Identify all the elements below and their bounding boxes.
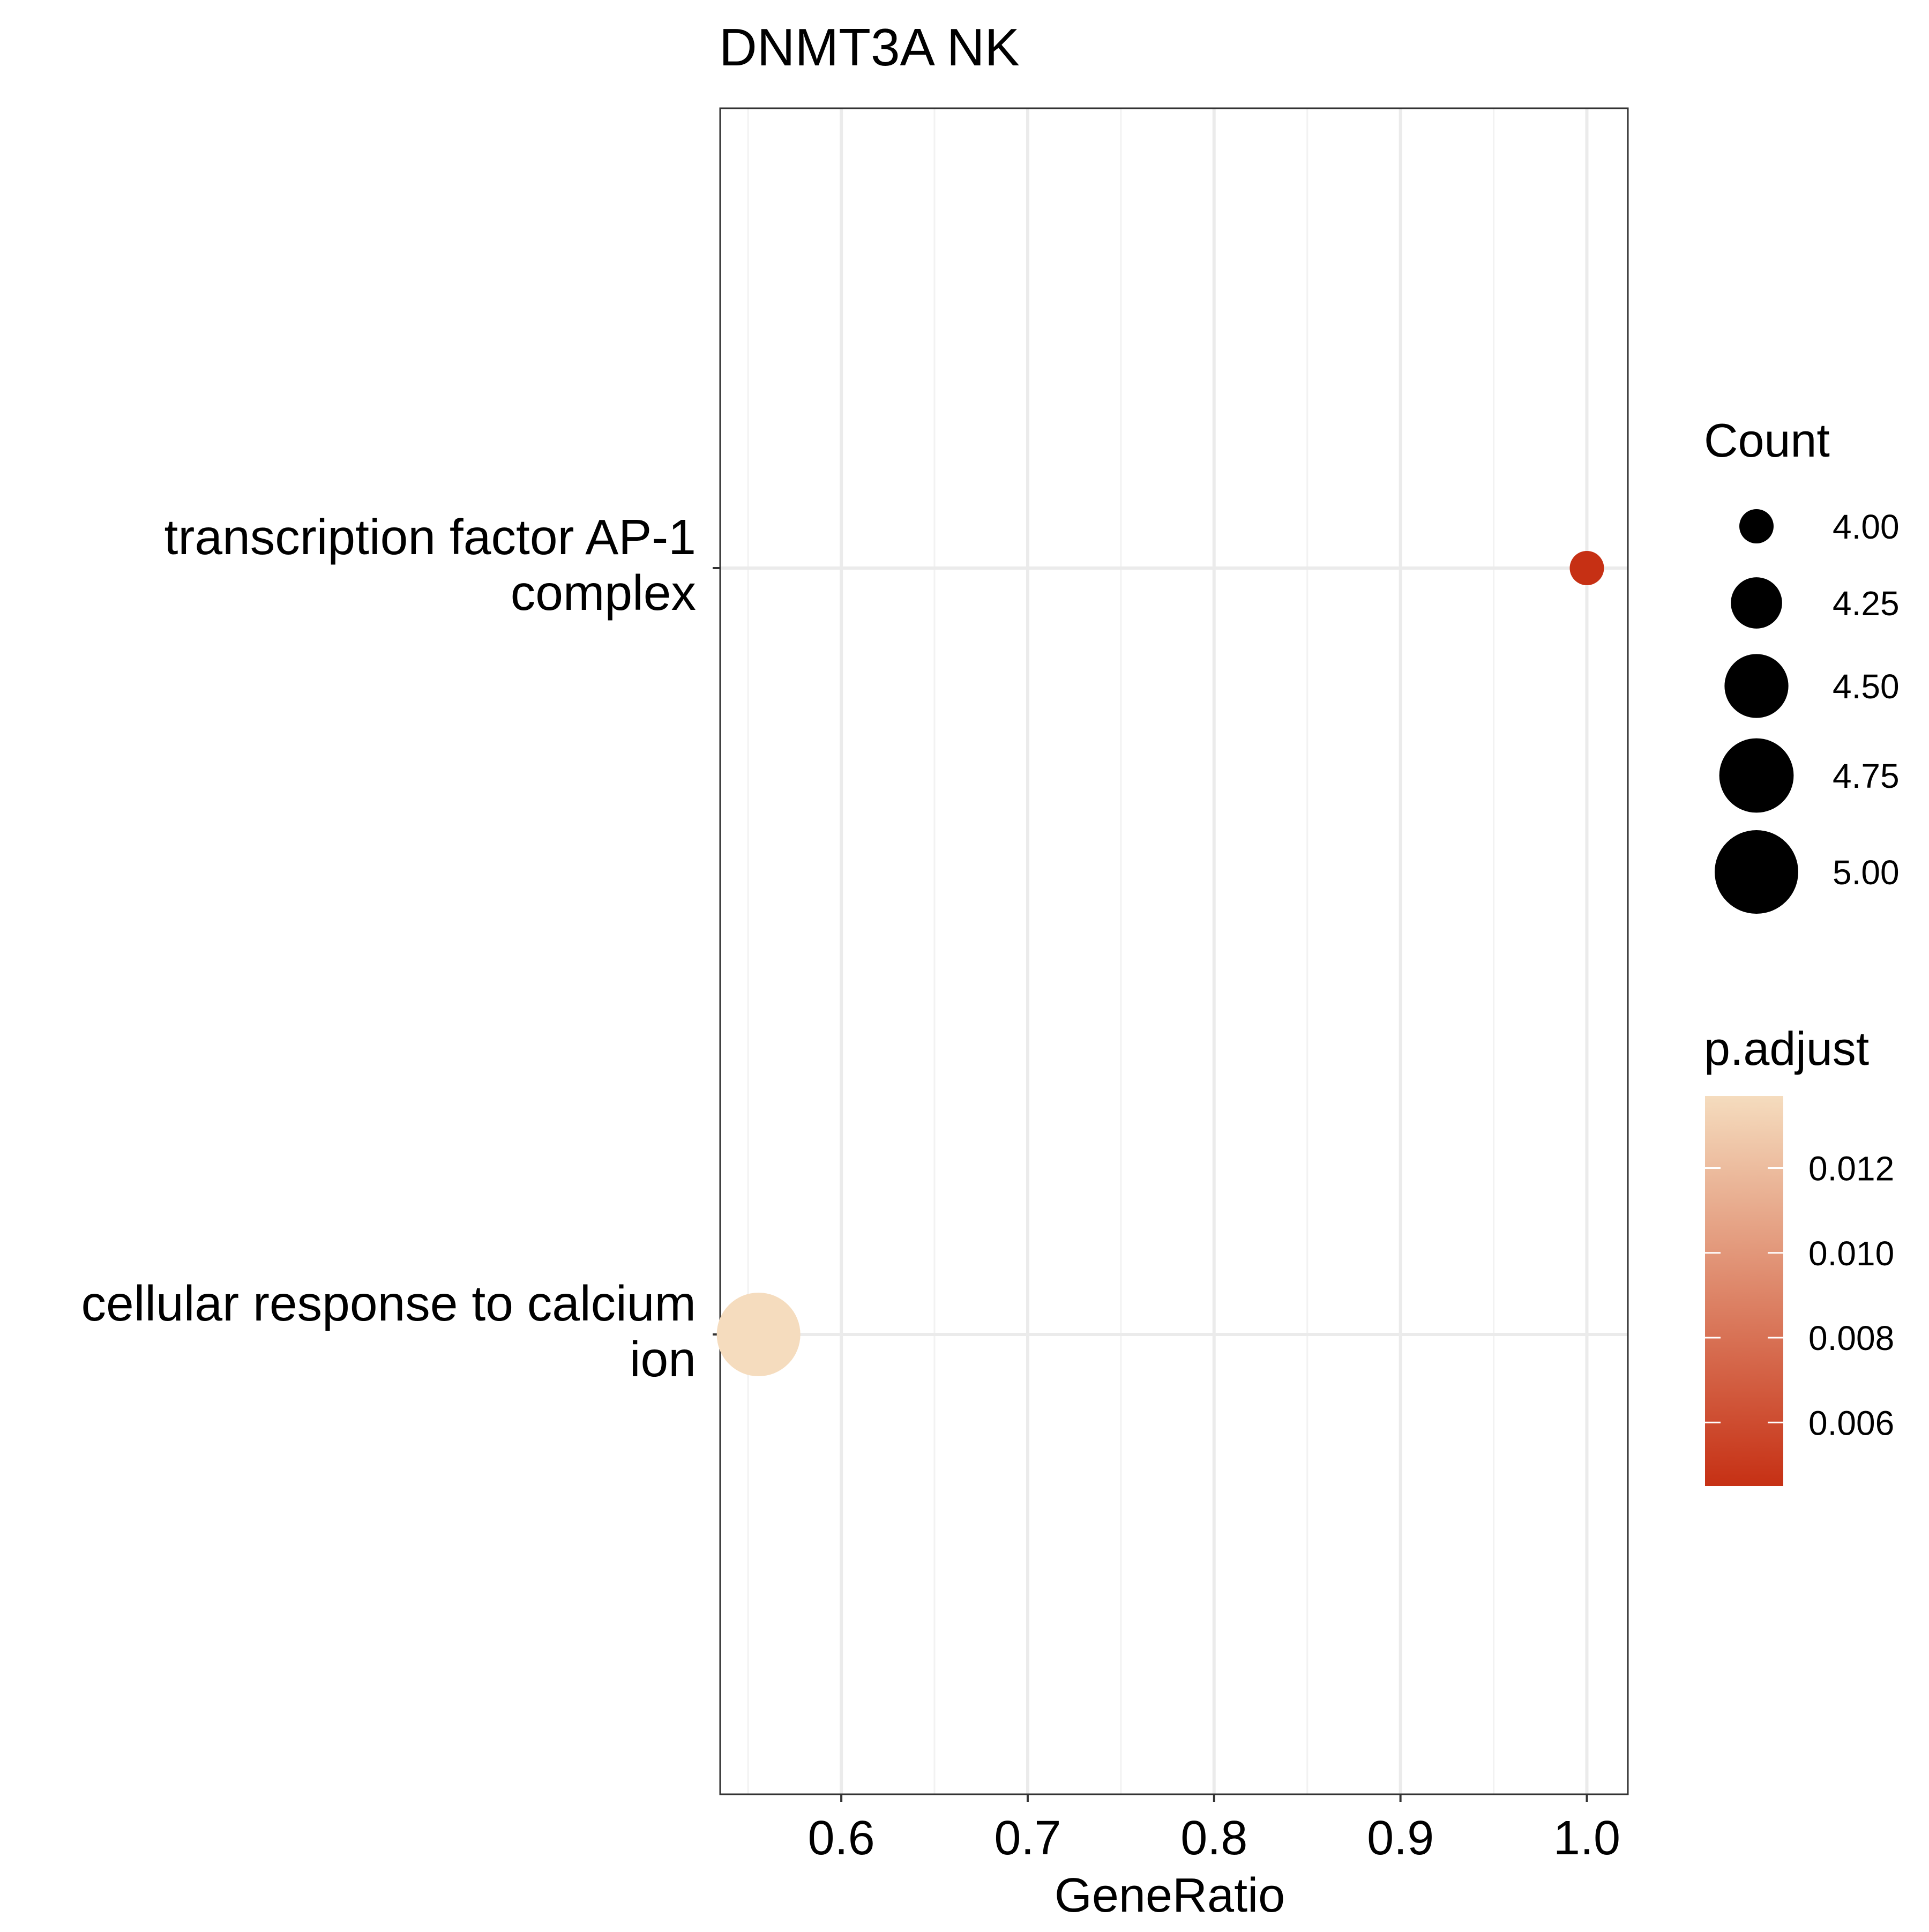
x-tick-label: 0.9 <box>1367 1811 1434 1865</box>
count-legend-key <box>1715 830 1798 914</box>
p-adjust-legend-title: p.adjust <box>1704 1022 1869 1075</box>
x-tick-label: 0.8 <box>1180 1811 1247 1865</box>
y-tick-label: cellular response to calcium ion <box>81 1275 696 1387</box>
p-adjust-legend-label: 0.012 <box>1808 1150 1894 1188</box>
panel-border <box>719 107 1629 1795</box>
data-points <box>716 551 1604 1376</box>
count-legend-title: Count <box>1704 414 1830 467</box>
x-tick-label: 1.0 <box>1553 1811 1620 1865</box>
count-legend-label: 4.75 <box>1833 757 1900 795</box>
count-legend-label: 4.00 <box>1833 508 1900 546</box>
plot-panel <box>719 107 1629 1795</box>
count-legend-key <box>1724 654 1789 718</box>
p-adjust-legend-label: 0.010 <box>1808 1234 1894 1273</box>
count-legend: Count 4.00 4.25 4.50 4.75 5.00 <box>1704 414 1900 914</box>
count-legend-label: 4.50 <box>1833 667 1900 706</box>
y-tick-label-line: complex <box>511 565 696 621</box>
count-legend-label: 5.00 <box>1833 853 1900 892</box>
y-tick-label: transcription factor AP-1 complex <box>165 509 696 621</box>
y-tick-label-line: transcription factor AP-1 <box>165 509 696 565</box>
data-point <box>716 1293 801 1376</box>
count-legend-key <box>1731 577 1782 629</box>
p-adjust-legend-label: 0.006 <box>1808 1404 1894 1442</box>
p-adjust-legend-label: 0.008 <box>1808 1319 1894 1357</box>
y-tick-label-line: cellular response to calcium <box>81 1275 696 1331</box>
p-adjust-legend: p.adjust 0.012 0.010 0.008 0.006 <box>1704 1022 1894 1486</box>
count-legend-key <box>1739 509 1774 543</box>
x-tick-label: 0.6 <box>808 1811 875 1865</box>
x-tick-label: 0.7 <box>994 1811 1061 1865</box>
x-axis: 0.6 0.7 0.8 0.9 1.0 <box>808 1794 1620 1865</box>
p-adjust-colorbar <box>1705 1096 1783 1486</box>
data-point <box>1569 551 1604 585</box>
count-legend-key <box>1719 738 1794 813</box>
y-axis: transcription factor AP-1 complex cellular… <box>81 509 720 1387</box>
chart-title: DNMT3A NK <box>719 18 1020 77</box>
x-axis-title: GeneRatio <box>1055 1869 1285 1922</box>
y-tick-label-line: ion <box>630 1331 696 1387</box>
count-legend-label: 4.25 <box>1833 584 1900 623</box>
